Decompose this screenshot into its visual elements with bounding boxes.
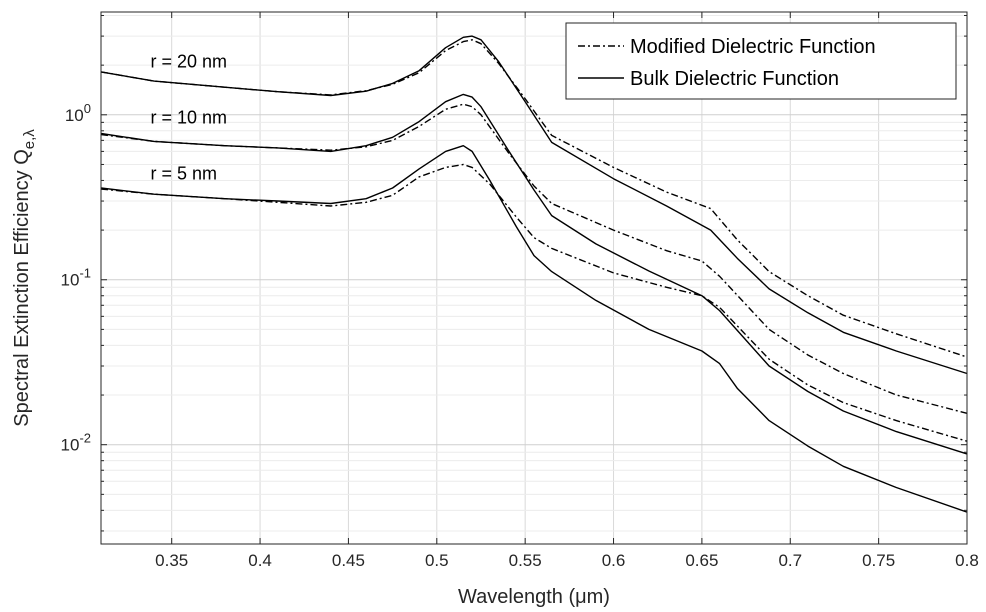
y-tick-label: 100 bbox=[65, 101, 91, 125]
y-axis-title: Spectral Extinction Efficiency Qe,λ bbox=[11, 129, 38, 427]
x-axis-title: Wavelength (μm) bbox=[458, 586, 610, 608]
x-tick-label: 0.6 bbox=[602, 551, 626, 570]
x-tick-label: 0.65 bbox=[685, 551, 718, 570]
curve-annotations: r = 20 nm r = 10 nm r = 5 nm bbox=[150, 52, 227, 184]
x-tick-label: 0.7 bbox=[778, 551, 802, 570]
curve-annotation: r = 5 nm bbox=[150, 164, 217, 184]
modified-curve-1 bbox=[100, 39, 968, 358]
bulk-curve-2 bbox=[100, 93, 968, 455]
legend: Modified Dielectric Function Bulk Dielect… bbox=[565, 22, 957, 100]
x-tick-label: 0.45 bbox=[332, 551, 365, 570]
bulk-curve-4 bbox=[100, 144, 968, 513]
legend-label: Modified Dielectric Function bbox=[630, 36, 876, 58]
grid-lines bbox=[101, 12, 968, 544]
y-tick-label: 10-2 bbox=[61, 431, 91, 455]
axis-ticks: 0.35 0.4 0.45 0.5 0.55 0.6 0.65 0.7 0.75 0.8 10-2 1… bbox=[61, 12, 979, 570]
x-tick-label: 0.75 bbox=[862, 551, 895, 570]
legend-box bbox=[565, 22, 957, 100]
legend-label: Bulk Dielectric Function bbox=[630, 68, 839, 90]
x-tick-label: 0.4 bbox=[248, 551, 272, 570]
plot-area bbox=[101, 12, 967, 544]
y-axis-title-subscript: e,λ bbox=[21, 129, 38, 150]
y-tick-label: 10-1 bbox=[61, 266, 91, 290]
data-series bbox=[100, 35, 968, 513]
x-tick-label: 0.5 bbox=[425, 551, 449, 570]
x-tick-label: 0.8 bbox=[955, 551, 979, 570]
modified-curve-5 bbox=[100, 163, 968, 442]
bulk-curve-0 bbox=[100, 35, 968, 375]
curve-annotation: r = 10 nm bbox=[150, 108, 227, 128]
plot-frame bbox=[100, 11, 968, 545]
x-tick-label: 0.35 bbox=[155, 551, 188, 570]
modified-curve-3 bbox=[100, 103, 968, 414]
x-tick-label: 0.55 bbox=[509, 551, 542, 570]
curve-annotation: r = 20 nm bbox=[150, 52, 227, 72]
